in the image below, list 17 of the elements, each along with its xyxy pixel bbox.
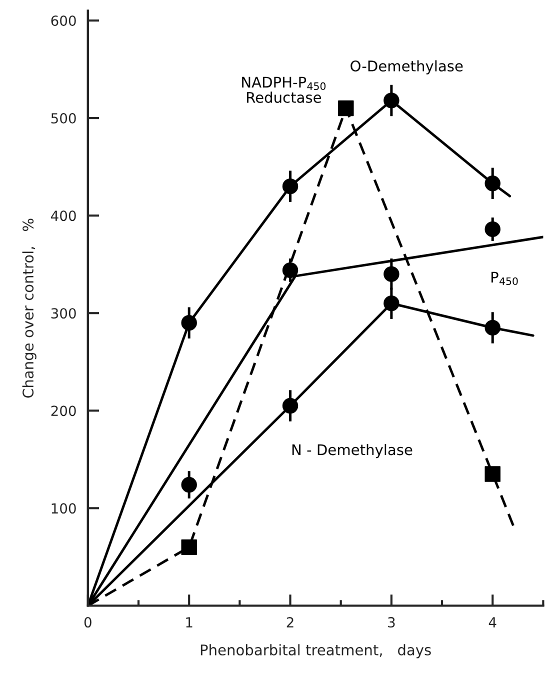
x-tick-label: 0 xyxy=(84,617,92,628)
series-label: P$_{450}$ xyxy=(491,272,518,286)
text: O-Demethylase xyxy=(350,60,463,74)
x-tick-label: 4 xyxy=(488,617,496,628)
y-tick-label: 600 xyxy=(51,15,76,26)
x-axis-title: Phenobarbital treatment, days xyxy=(200,644,431,658)
y-axis-title: Change over control, % xyxy=(22,218,36,398)
y-tick-label: 300 xyxy=(51,308,76,319)
x-tick-label: 1 xyxy=(186,617,192,628)
series-label: NADPH-P$_{450}$ Reductase xyxy=(242,76,326,103)
series-label: N - Demethylase xyxy=(292,444,412,458)
x-tick-label: 2 xyxy=(286,617,294,628)
y-tick-label: 500 xyxy=(51,113,76,124)
y-tick-label: 100 xyxy=(52,503,76,514)
y-tick-label: 400 xyxy=(50,210,76,222)
y-tick-label: 200 xyxy=(51,406,76,416)
x-tick-label: 3 xyxy=(388,617,395,628)
